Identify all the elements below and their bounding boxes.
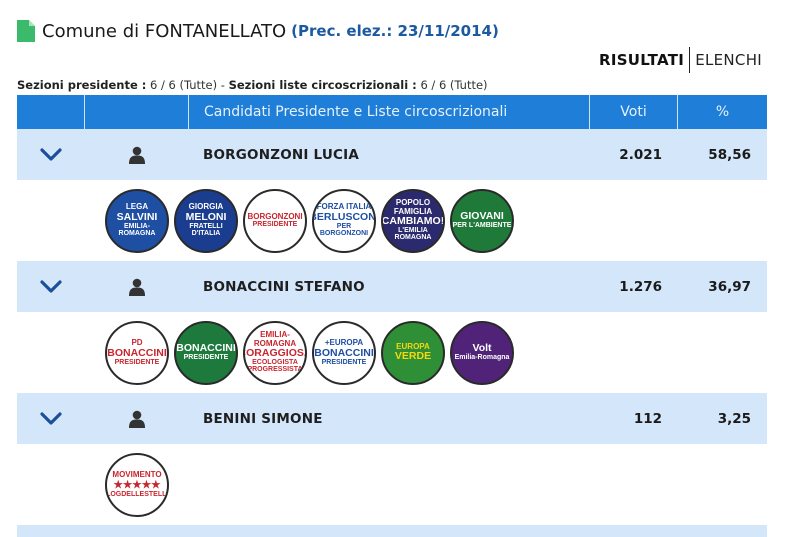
candidate-name: BORGONZONI LUCIA (203, 146, 359, 163)
person-icon (85, 278, 189, 296)
previous-election-link[interactable]: (Prec. elez.: 23/11/2014) (291, 22, 499, 40)
giovani-ambiente-logo[interactable]: GIOVANI PER L'AMBIENTE (450, 188, 514, 253)
logo-line-3: L'EMILIA ROMAGNA (394, 227, 432, 242)
candidate-votes: 1.276 (619, 278, 662, 295)
logo-line-2: MELONI (185, 210, 227, 223)
header-percent: % (715, 104, 730, 120)
header-votes: Voti (590, 95, 678, 129)
cambiamo-logo[interactable]: POPOLO FAMIGLIA CAMBIAMO! L'EMILIA ROMAGNA (381, 188, 445, 253)
sections-separator: - (220, 78, 225, 92)
tab-divider (689, 47, 691, 73)
europa-logo[interactable]: +EUROPA BONACCINI PRESIDENTE (312, 320, 376, 385)
table-header: Candidati Presidente e Liste circoscrizi… (17, 95, 767, 129)
candidate-name: BENINI SIMONE (203, 410, 323, 427)
page-header: Comune di FONTANELLATO (Prec. elez.: 23/… (17, 18, 499, 44)
partito-democratico-logo[interactable]: PD BONACCINI PRESIDENTE (105, 320, 169, 385)
logo-line-2: CORAGGIOSA (245, 347, 305, 360)
logo-line-1: LEGA (125, 202, 149, 212)
volt-logo[interactable]: Volt Emilia-Romagna (450, 320, 514, 385)
logo-line-1: EUROPA (396, 341, 430, 351)
chevron-down-icon[interactable] (17, 411, 85, 426)
party-logos-row: PD BONACCINI PRESIDENTE BONACCINI PRESIDENTE… (17, 312, 767, 393)
logo-line-1: FORZA ITALIA (316, 202, 372, 212)
logo-line-2: GIOVANI (460, 210, 504, 223)
party-logos-row: LEGA SALVINI EMILIA-ROMAGNA GIORGIA MELONI FR… (17, 180, 767, 261)
logo-line-2: BERLUSCONI (312, 210, 376, 223)
results-tab[interactable]: RISULTATI (598, 51, 685, 69)
person-icon (85, 146, 189, 164)
view-switch: RISULTATI ELENCHI (599, 47, 762, 73)
bonaccini-presidente-logo[interactable]: BONACCINI PRESIDENTE (174, 320, 238, 385)
logo-line-1: GIORGIA (188, 202, 224, 212)
header-candidates: Candidati Presidente e Liste circoscrizi… (189, 95, 590, 129)
forza-italia-logo[interactable]: FORZA ITALIA BERLUSCONI PER BORGONZONI (312, 188, 376, 253)
lists-sections-label: Sezioni liste circoscrizionali : (228, 78, 417, 92)
chevron-down-icon[interactable] (17, 147, 85, 162)
logo-line-1: BORGONZONI (247, 211, 303, 221)
logo-line-1: EMILIA-ROMAGNA (253, 330, 297, 348)
fratelli-italia-logo[interactable]: GIORGIA MELONI FRATELLI D'ITALIA (174, 188, 238, 253)
logo-line-1: POPOLO FAMIGLIA (393, 198, 433, 216)
logo-line-2: BONACCINI (176, 342, 236, 355)
logo-line-3: PRESIDENTE (114, 358, 160, 366)
next-row-strip (17, 525, 767, 537)
document-icon (17, 20, 35, 42)
borgonzoni-presidente-logo[interactable]: BORGONZONI PRESIDENTE (243, 188, 307, 253)
logo-line-3: PRESIDENTE (252, 221, 298, 229)
logo-line-3: ILBLOGDELLESTELLE.IT (106, 490, 167, 498)
header-icon-column (85, 95, 189, 129)
chevron-down-icon[interactable] (17, 279, 85, 294)
coraggiosa-logo[interactable]: EMILIA-ROMAGNACORAGGIOSAECOLOGISTA PROGR… (243, 320, 307, 385)
candidate-row[interactable]: BORGONZONI LUCIA 2.021 58,56 (17, 129, 767, 180)
logo-line-2: SALVINI (116, 210, 158, 223)
logo-line-3: PRESIDENTE (321, 358, 367, 366)
party-logos-row: MOVIMENTO★★★★★ILBLOGDELLESTELLE.IT (17, 444, 767, 525)
logo-line-3: FRATELLI D'ITALIA (189, 222, 223, 238)
logo-line-1: MOVIMENTO (112, 470, 162, 480)
president-sections-label: Sezioni presidente : (17, 78, 147, 92)
logo-line-2: BONACCINI (107, 346, 167, 359)
candidate-percent: 3,25 (717, 410, 751, 427)
page-title: Comune di FONTANELLATO (42, 20, 287, 42)
logo-line-3: PRESIDENTE (183, 354, 229, 362)
logo-line-1: PD (131, 338, 143, 348)
candidate-row[interactable]: BENINI SIMONE 112 3,25 (17, 393, 767, 444)
president-sections-value: 6 / 6 (Tutte) (150, 78, 218, 92)
lists-tab[interactable]: ELENCHI (695, 51, 762, 69)
movimento-5-stelle-logo[interactable]: MOVIMENTO★★★★★ILBLOGDELLESTELLE.IT (105, 452, 169, 517)
lega-salvini-logo[interactable]: LEGA SALVINI EMILIA-ROMAGNA (105, 188, 169, 253)
candidate-votes: 2.021 (619, 146, 662, 163)
candidate-percent: 36,97 (708, 278, 751, 295)
header-expand-column (17, 95, 85, 129)
lists-sections-value: 6 / 6 (Tutte) (420, 78, 488, 92)
logo-line-3: PER L'AMBIENTE (452, 222, 512, 230)
candidate-name: BONACCINI STEFANO (203, 278, 365, 295)
results-table: Candidati Presidente e Liste circoscrizi… (17, 95, 767, 525)
logo-line-2: Volt (472, 342, 492, 355)
candidate-row[interactable]: BONACCINI STEFANO 1.276 36,97 (17, 261, 767, 312)
europa-verde-logo[interactable]: EUROPA VERDE (381, 320, 445, 385)
logo-line-3: EMILIA-ROMAGNA (118, 222, 156, 238)
logo-line-3: PER BORGONZONI (319, 222, 369, 238)
sections-summary: Sezioni presidente : 6 / 6 (Tutte) - Sez… (17, 78, 488, 92)
candidates-list: BORGONZONI LUCIA 2.021 58,56 LEGA SALVINI EMI… (17, 129, 767, 525)
logo-line-2: VERDE (394, 350, 432, 363)
candidate-votes: 112 (633, 410, 662, 427)
person-icon (85, 410, 189, 428)
logo-line-1: +EUROPA (324, 338, 364, 348)
logo-line-3: ECOLOGISTA PROGRESSISTA (247, 359, 303, 374)
logo-line-2: CAMBIAMO! (381, 215, 445, 228)
candidate-percent: 58,56 (708, 146, 751, 163)
logo-line-3: Emilia-Romagna (454, 354, 510, 362)
logo-line-2: BONACCINI (314, 346, 374, 359)
logo-line-2: ★★★★★ (113, 478, 161, 491)
